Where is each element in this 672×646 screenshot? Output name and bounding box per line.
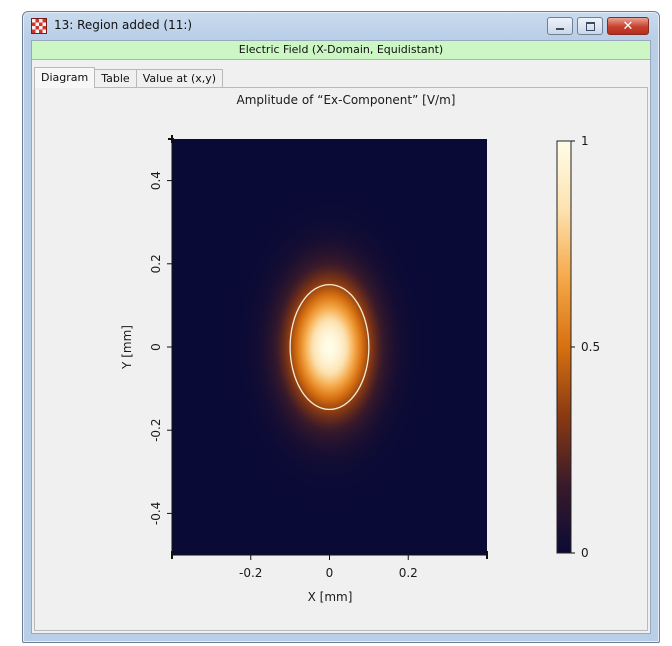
colorbar-tick-label: 0 <box>581 546 589 560</box>
x-tick-label: 0.2 <box>399 566 418 580</box>
app-icon[interactable] <box>31 18 47 34</box>
y-tick-label: -0.2 <box>149 418 163 441</box>
window-title: 13: Region added (11:) <box>54 18 193 32</box>
document-header: Electric Field (X-Domain, Equidistant) <box>32 41 650 60</box>
heatmap-image[interactable] <box>172 139 487 555</box>
field-chart: Amplitude of “Ex-Component” [V/m] -0.2 0 0… <box>120 93 600 604</box>
view-tabs: Diagram Table Value at (x,y) <box>34 67 224 88</box>
region-outline[interactable] <box>289 283 370 411</box>
colorbar <box>556 140 572 554</box>
y-axis-label: Y [mm] <box>120 325 134 370</box>
close-button[interactable]: ✕ <box>607 17 649 35</box>
y-tick-label: -0.4 <box>149 502 163 525</box>
y-axis-ticks: 0.4 0.2 0 -0.2 -0.4 <box>149 171 172 525</box>
minimize-button[interactable] <box>547 17 573 35</box>
maximize-button[interactable] <box>577 17 603 35</box>
diagram-panel: Amplitude of “Ex-Component” [V/m] -0.2 0 0… <box>34 87 648 631</box>
colorbar-tick-label: 0.5 <box>581 340 600 354</box>
y-tick-label: 0.4 <box>149 171 163 190</box>
y-tick-label: 0 <box>149 343 163 351</box>
x-axis-ticks: -0.2 0 0.2 <box>239 555 418 580</box>
x-tick-label: 0 <box>326 566 334 580</box>
chart-title: Amplitude of “Ex-Component” [V/m] <box>237 93 456 107</box>
app-window: 13: Region added (11:) ✕ Electric Field … <box>22 11 660 643</box>
x-tick-label: -0.2 <box>239 566 262 580</box>
title-bar[interactable]: 13: Region added (11:) ✕ <box>23 12 659 38</box>
maximize-icon <box>585 21 595 31</box>
tab-table[interactable]: Table <box>94 69 137 88</box>
document-client-area: Electric Field (X-Domain, Equidistant) D… <box>31 40 651 634</box>
tab-value-at-xy[interactable]: Value at (x,y) <box>135 69 224 88</box>
close-icon: ✕ <box>622 18 634 34</box>
colorbar-ticks: 10.50 <box>571 134 600 560</box>
x-axis-label: X [mm] <box>308 590 353 604</box>
y-tick-label: 0.2 <box>149 254 163 273</box>
tab-diagram[interactable]: Diagram <box>34 67 96 88</box>
colorbar-tick-label: 1 <box>581 134 589 148</box>
minimize-icon <box>556 28 564 30</box>
